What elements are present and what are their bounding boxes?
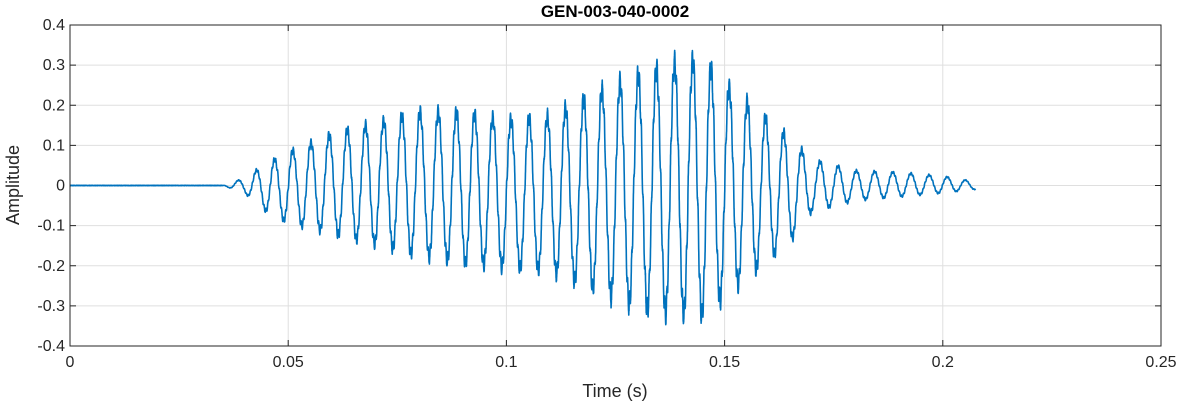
series-group [69,49,977,326]
y-tick-label: 0.4 [43,17,65,34]
y-tick-label: -0.1 [37,218,65,235]
plot-frame [69,24,1162,347]
y-tick-label: 0 [56,178,65,195]
chart-title: GEN-003-040-0002 [541,2,689,21]
x-tick-label: 0.25 [1145,354,1176,371]
x-axis-label: Time (s) [582,381,647,401]
y-tick-label: -0.4 [37,338,65,355]
y-ticks: 0.4 0.3 0.2 0.1 0 -0.1 -0.2 -0.3 -0.4 [37,17,1161,355]
y-axis-label: Amplitude [3,145,23,225]
x-tick-label: 0.1 [495,354,517,371]
x-tick-label: 0.05 [273,354,304,371]
waveform-line [69,49,977,326]
y-tick-label: 0.1 [43,137,65,154]
y-tick-label: -0.3 [37,298,65,315]
y-tick-label: 0.2 [43,97,65,114]
y-tick-label: -0.2 [37,258,65,275]
x-tick-label: 0.15 [709,354,740,371]
x-tick-label: 0 [66,354,75,371]
x-ticks: 0 0.05 0.1 0.15 0.2 0.25 [66,25,1177,371]
x-tick-label: 0.2 [932,354,954,371]
y-tick-label: 0.3 [43,57,65,74]
